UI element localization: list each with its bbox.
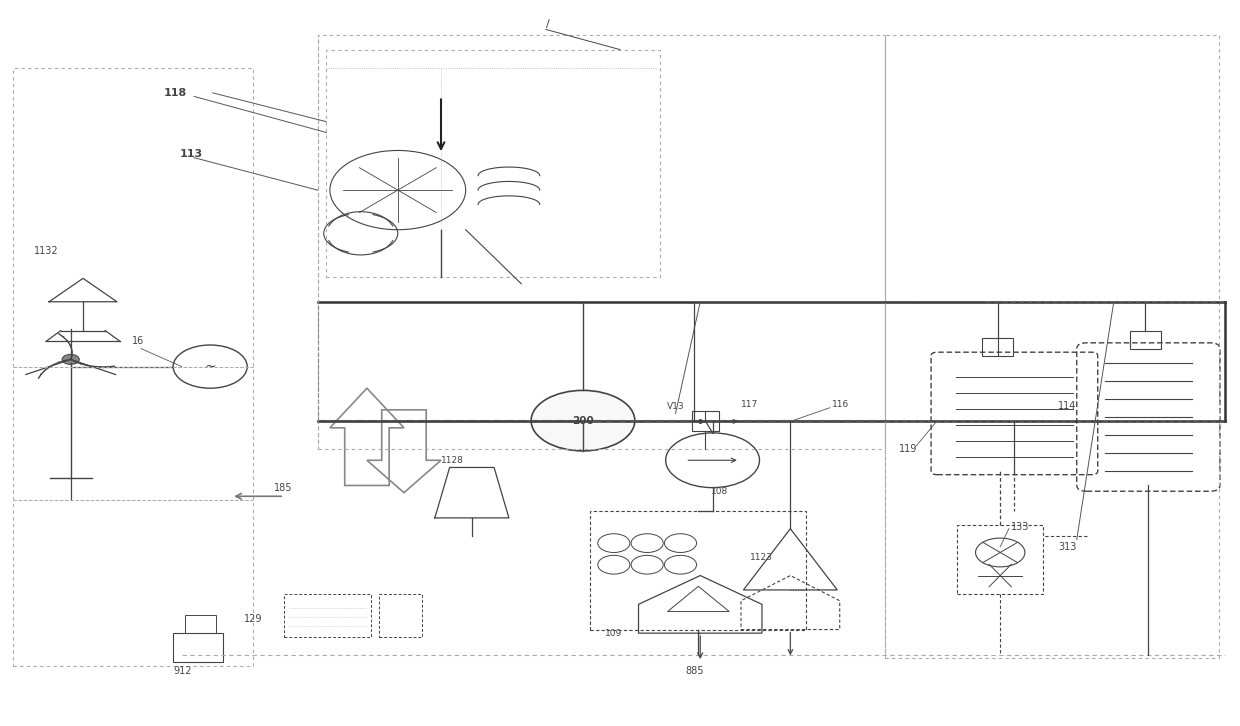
Text: V13: V13 xyxy=(667,401,684,411)
Text: ~: ~ xyxy=(205,359,216,374)
Text: 313: 313 xyxy=(1058,542,1076,552)
Text: 117: 117 xyxy=(742,399,758,409)
Text: 200: 200 xyxy=(572,416,594,425)
Text: 109: 109 xyxy=(605,629,622,637)
Circle shape xyxy=(62,354,79,364)
Text: 119: 119 xyxy=(899,444,918,454)
Text: 1123: 1123 xyxy=(750,553,773,562)
Text: 114: 114 xyxy=(1058,401,1076,411)
Text: 16: 16 xyxy=(133,336,145,346)
Text: 108: 108 xyxy=(712,486,729,496)
Circle shape xyxy=(531,391,635,451)
Text: 185: 185 xyxy=(274,484,293,494)
Text: 1132: 1132 xyxy=(33,246,58,256)
Text: 129: 129 xyxy=(243,613,262,624)
Text: 133: 133 xyxy=(1012,521,1029,531)
Text: 116: 116 xyxy=(832,399,849,409)
Text: 1128: 1128 xyxy=(441,456,464,465)
Text: 912: 912 xyxy=(174,666,192,676)
Text: 118: 118 xyxy=(164,88,186,98)
Text: /: / xyxy=(546,20,549,29)
Text: 113: 113 xyxy=(180,149,202,159)
Text: 885: 885 xyxy=(686,666,704,676)
